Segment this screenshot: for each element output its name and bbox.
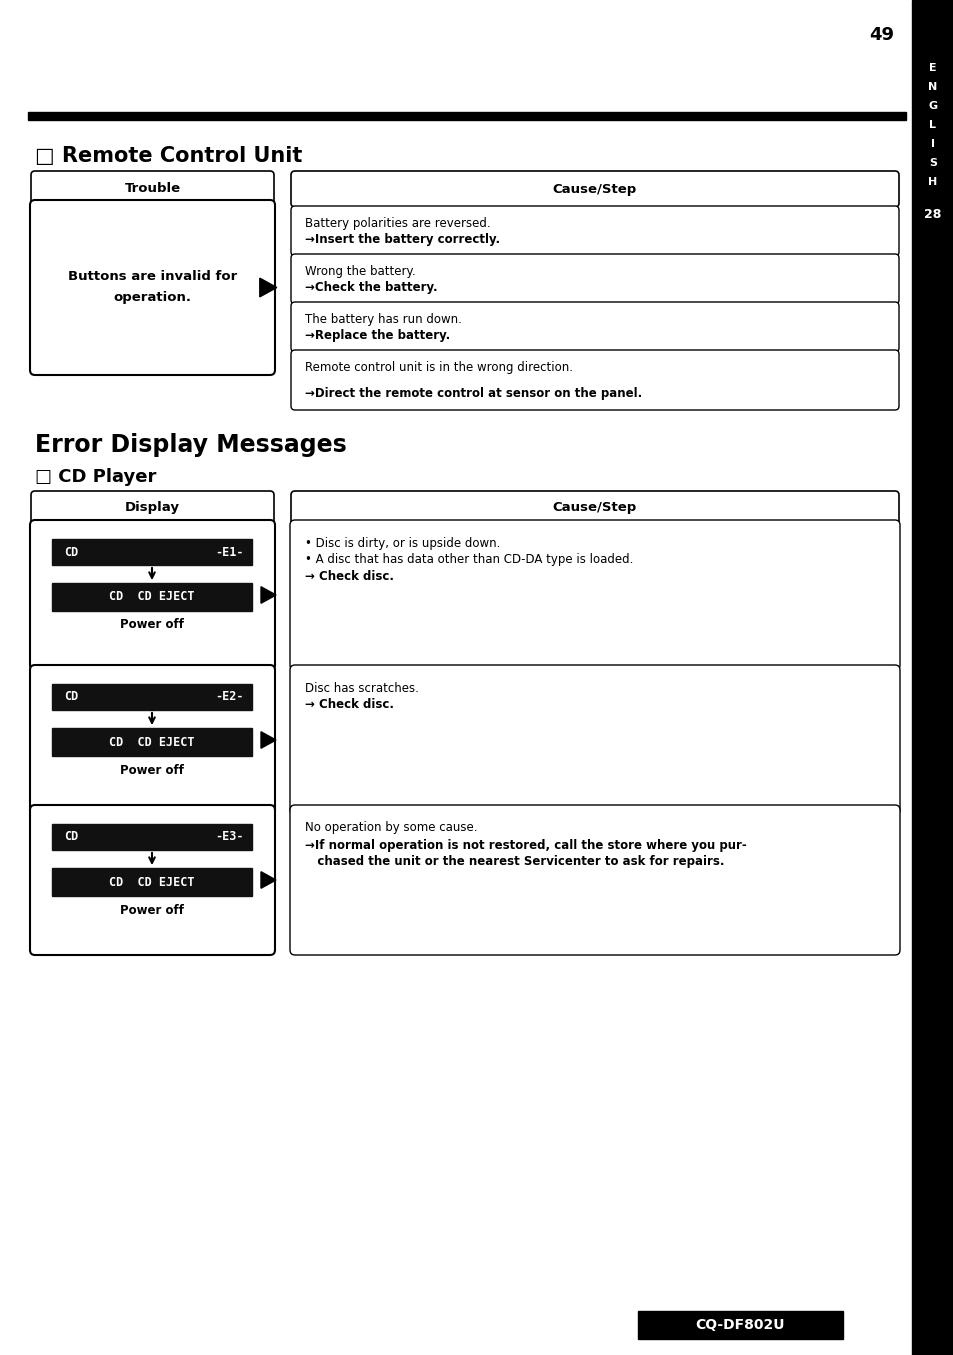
Text: G: G — [927, 102, 937, 111]
Text: 28: 28 — [923, 209, 941, 221]
Bar — [52, 869, 252, 896]
FancyBboxPatch shape — [30, 491, 274, 524]
Bar — [52, 684, 252, 710]
FancyBboxPatch shape — [291, 171, 898, 207]
FancyBboxPatch shape — [290, 805, 899, 955]
Bar — [911, 0, 953, 1355]
Bar — [52, 539, 252, 565]
Text: E: E — [928, 62, 936, 73]
Text: The battery has run down.: The battery has run down. — [305, 313, 461, 325]
FancyBboxPatch shape — [30, 520, 274, 669]
Bar — [52, 824, 252, 850]
Text: H: H — [927, 178, 937, 187]
Text: Battery polarities are reversed.: Battery polarities are reversed. — [305, 217, 490, 229]
Text: chased the unit or the nearest Servicenter to ask for repairs.: chased the unit or the nearest Servicent… — [305, 855, 723, 869]
Polygon shape — [259, 278, 276, 297]
FancyBboxPatch shape — [30, 201, 274, 375]
Text: N: N — [927, 83, 937, 92]
Text: S: S — [928, 159, 936, 168]
Bar — [52, 583, 252, 611]
Text: →Replace the battery.: →Replace the battery. — [305, 328, 450, 341]
Text: CD  CD EJECT: CD CD EJECT — [110, 875, 194, 889]
Text: -E2-: -E2- — [215, 691, 244, 703]
Text: →Check the battery.: →Check the battery. — [305, 280, 437, 294]
Bar — [28, 112, 905, 121]
FancyBboxPatch shape — [30, 171, 274, 207]
FancyBboxPatch shape — [30, 805, 274, 955]
Polygon shape — [261, 871, 275, 889]
Text: Power off: Power off — [120, 618, 184, 631]
Text: CD  CD EJECT: CD CD EJECT — [110, 591, 194, 603]
Text: Display: Display — [125, 501, 180, 515]
Bar — [638, 1312, 842, 1339]
Text: CD: CD — [64, 691, 78, 703]
FancyBboxPatch shape — [291, 253, 898, 304]
Text: -E1-: -E1- — [215, 546, 244, 558]
FancyBboxPatch shape — [290, 520, 899, 669]
Bar — [52, 728, 252, 756]
Text: I: I — [930, 140, 934, 149]
FancyBboxPatch shape — [291, 206, 898, 256]
Text: Wrong the battery.: Wrong the battery. — [305, 264, 416, 278]
Text: → Check disc.: → Check disc. — [305, 698, 394, 711]
Text: Power off: Power off — [120, 763, 184, 776]
Text: Cause/Step: Cause/Step — [553, 501, 637, 515]
Text: No operation by some cause.: No operation by some cause. — [305, 821, 477, 835]
Text: Disc has scratches.: Disc has scratches. — [305, 682, 418, 695]
Text: □ CD Player: □ CD Player — [35, 467, 156, 486]
Text: CD  CD EJECT: CD CD EJECT — [110, 736, 194, 748]
Polygon shape — [261, 732, 275, 748]
Text: □ Remote Control Unit: □ Remote Control Unit — [35, 146, 302, 167]
Text: → Check disc.: → Check disc. — [305, 570, 394, 584]
FancyBboxPatch shape — [291, 350, 898, 411]
Text: CD: CD — [64, 546, 78, 558]
Text: CD: CD — [64, 831, 78, 844]
FancyBboxPatch shape — [30, 665, 274, 814]
Text: →Direct the remote control at sensor on the panel.: →Direct the remote control at sensor on … — [305, 386, 641, 400]
Text: L: L — [928, 121, 936, 130]
Text: CQ-DF802U: CQ-DF802U — [695, 1318, 784, 1332]
Text: Trouble: Trouble — [124, 183, 180, 195]
Text: Remote control unit is in the wrong direction.: Remote control unit is in the wrong dire… — [305, 360, 573, 374]
Text: →If normal operation is not restored, call the store where you pur-: →If normal operation is not restored, ca… — [305, 839, 746, 851]
Text: Buttons are invalid for
operation.: Buttons are invalid for operation. — [68, 271, 237, 305]
Text: Cause/Step: Cause/Step — [553, 183, 637, 195]
Polygon shape — [261, 587, 275, 603]
FancyBboxPatch shape — [291, 491, 898, 524]
Text: • A disc that has data other than CD-DA type is loaded.: • A disc that has data other than CD-DA … — [305, 553, 633, 566]
Text: →Insert the battery correctly.: →Insert the battery correctly. — [305, 233, 499, 245]
Text: 49: 49 — [868, 26, 894, 43]
Text: Power off: Power off — [120, 904, 184, 916]
Text: • Disc is dirty, or is upside down.: • Disc is dirty, or is upside down. — [305, 537, 500, 550]
FancyBboxPatch shape — [291, 302, 898, 352]
FancyBboxPatch shape — [290, 665, 899, 814]
Text: Error Display Messages: Error Display Messages — [35, 434, 346, 457]
Text: -E3-: -E3- — [215, 831, 244, 844]
